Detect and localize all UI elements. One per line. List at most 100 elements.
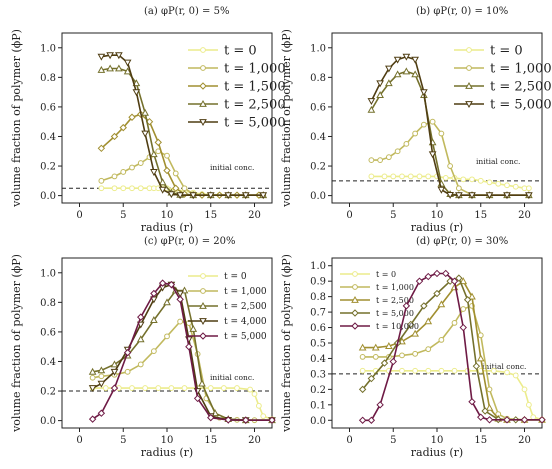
data-point — [393, 70, 402, 78]
data-point — [446, 191, 454, 199]
data-point — [123, 348, 132, 357]
data-point — [185, 342, 193, 351]
data-point — [424, 272, 432, 281]
data-point — [433, 289, 441, 298]
data-point — [88, 415, 97, 423]
data-point — [385, 342, 393, 349]
series-4 — [97, 52, 268, 200]
data-point — [220, 385, 227, 391]
x-tick-label: 0 — [76, 210, 82, 221]
data-point — [442, 269, 450, 278]
legend-label: t = 1,000 — [224, 62, 286, 77]
data-point — [168, 385, 175, 391]
data-point — [367, 105, 376, 113]
y-tick-label: 0.8 — [40, 73, 56, 84]
y-tick-label: 0.8 — [40, 298, 56, 309]
data-point — [247, 386, 254, 393]
data-point — [98, 373, 105, 380]
data-point — [442, 174, 449, 181]
data-point — [385, 79, 393, 87]
x-tick-label: 15 — [474, 210, 487, 221]
chart-title: (c) φP(r, 0) = 20% — [144, 236, 235, 247]
data-point — [120, 169, 127, 175]
data-point — [137, 361, 144, 368]
legend-marker — [199, 332, 207, 340]
data-point — [98, 177, 105, 184]
data-point — [402, 67, 411, 75]
legend-marker — [466, 47, 472, 53]
data-point — [164, 152, 170, 159]
legend-label: t = 10,000 — [376, 322, 419, 331]
legend-label: t = 5,000 — [376, 309, 414, 318]
y-tick-label: 0.7 — [310, 308, 326, 319]
data-point — [154, 138, 162, 147]
y-tick-label: 0.4 — [310, 132, 326, 143]
data-point — [176, 295, 184, 304]
data-point — [158, 186, 167, 194]
y-axis-label: volume fraction of polymer (ϕP) — [280, 254, 293, 433]
data-point — [385, 154, 392, 161]
y-tick-label: 1.0 — [40, 43, 56, 54]
data-point — [97, 409, 106, 417]
data-point — [437, 186, 446, 194]
data-point — [167, 191, 176, 199]
x-tick-label: 5 — [120, 210, 126, 221]
data-point — [234, 385, 240, 391]
data-point — [110, 368, 119, 376]
data-point — [420, 302, 428, 310]
data-point — [503, 416, 511, 424]
y-tick-label: 0.3 — [310, 369, 326, 380]
legend-label: t = 2,500 — [224, 98, 286, 113]
data-point — [123, 59, 132, 67]
data-point — [163, 298, 171, 306]
data-point — [367, 374, 376, 383]
data-point — [525, 185, 532, 192]
data-point — [129, 385, 135, 391]
data-point — [463, 296, 472, 304]
data-point — [393, 56, 402, 64]
y-tick-label: 0.1 — [310, 400, 326, 411]
data-point — [477, 413, 485, 421]
legend-marker — [199, 301, 207, 309]
data-point — [389, 357, 397, 366]
data-point — [172, 170, 179, 177]
data-point — [538, 416, 546, 424]
data-point — [411, 329, 419, 337]
data-point — [477, 177, 484, 184]
data-point — [490, 367, 497, 374]
data-point — [481, 407, 489, 415]
data-point — [521, 386, 528, 393]
data-point — [193, 394, 202, 403]
data-point — [189, 192, 198, 200]
data-point — [468, 398, 476, 406]
data-point — [455, 185, 462, 192]
data-point — [415, 277, 424, 285]
data-point — [142, 385, 149, 391]
data-point — [260, 413, 267, 420]
legend-marker — [465, 81, 473, 89]
data-point — [376, 80, 384, 88]
x-tick-label: 0 — [346, 435, 352, 446]
data-point — [98, 185, 105, 192]
legend-label: t = 2,500 — [376, 296, 414, 305]
data-point — [150, 150, 158, 158]
data-point — [120, 185, 127, 192]
x-tick-label: 5 — [120, 435, 126, 446]
series-1 — [359, 303, 545, 423]
data-point — [155, 385, 162, 391]
data-point — [88, 367, 97, 375]
data-point — [241, 192, 250, 200]
y-tick-label: 0.6 — [310, 102, 326, 113]
y-tick-label: 0.4 — [310, 354, 326, 365]
data-point — [132, 89, 141, 97]
series-0 — [368, 173, 532, 192]
initial-conc-annotation: initial conc. — [210, 373, 254, 382]
x-tick-label: 15 — [204, 210, 217, 221]
x-axis-label: radius (r) — [141, 446, 193, 459]
legend-marker — [352, 271, 358, 277]
legend-marker — [351, 295, 359, 303]
data-point — [525, 401, 532, 408]
data-point — [110, 384, 119, 392]
legend-marker — [199, 318, 207, 326]
data-point — [110, 360, 119, 368]
